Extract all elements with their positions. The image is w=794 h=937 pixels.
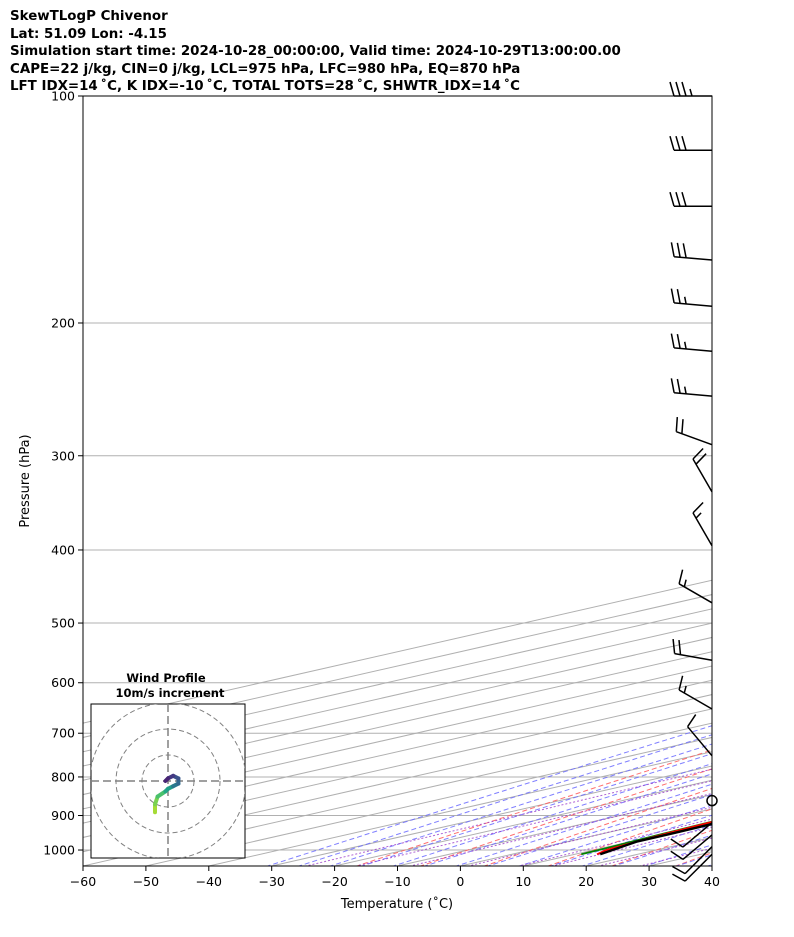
x-tick-label: 40: [704, 874, 720, 889]
x-axis-label: Temperature (˚C): [340, 896, 453, 912]
y-tick-label: 300: [51, 448, 75, 463]
wind-barbs: [669, 81, 718, 882]
y-tick-label: 100: [51, 89, 75, 104]
wind-barb: [692, 501, 713, 547]
moist-adiabat: [730, 79, 794, 869]
x-tick-label: −50: [133, 874, 159, 889]
profile-lines: [581, 820, 712, 856]
hodograph-inset: Wind Profile 10m/s increment: [90, 671, 246, 859]
hodograph-title: Wind Profile: [126, 671, 206, 685]
moist-adiabat: [297, 734, 712, 866]
x-tick-label: 20: [578, 874, 594, 889]
wind-barb: [670, 288, 713, 307]
x-tick-label: −60: [70, 874, 96, 889]
isotherm-line: [83, 694, 712, 838]
mixing-ratio-line: [408, 792, 712, 866]
wind-barb: [669, 81, 712, 97]
isotherm-line: [646, 851, 712, 866]
dry-adiabat: [731, 79, 794, 869]
dewpoint-line: [581, 820, 712, 856]
y-tick-label: 400: [51, 542, 75, 557]
x-tick-label: 0: [456, 874, 464, 889]
wind-barb: [670, 834, 713, 861]
y-tick-label: 800: [51, 769, 75, 784]
wind-barb: [669, 135, 712, 151]
moist-adiabat: [517, 804, 712, 866]
x-tick-label: 10: [515, 874, 531, 889]
wind-barb: [670, 333, 713, 352]
dry-adiabat: [674, 852, 712, 866]
y-tick-label: 900: [51, 808, 75, 823]
isotherm-line: [83, 708, 712, 853]
isotherm-line: [83, 651, 712, 796]
axes: −60 −50 −40 −30 −20 −10 0 10 20 30 40 1000 900 800 700…: [43, 89, 720, 890]
wind-barb: [675, 417, 713, 446]
wind-barb: [669, 191, 712, 207]
moist-adiabat: [549, 814, 712, 866]
moist-adiabat: [454, 783, 712, 866]
x-tick-label: 30: [641, 874, 657, 889]
dry-adiabat: [546, 808, 712, 866]
moist-adiabat: [674, 854, 712, 866]
station-coordinates: Lat: 51.09 Lon: -4.15: [10, 26, 167, 42]
stability-indices: LFT IDX=14 ˚C, K IDX=-10 ˚C, TOTAL TOTS=…: [10, 79, 521, 94]
wind-barb: [670, 242, 713, 261]
isotherm-line: [83, 679, 712, 824]
isotherm-line: [458, 808, 712, 866]
temperature-line: [596, 821, 712, 856]
isotherm-line: [709, 865, 712, 866]
moist-adiabat: [706, 864, 712, 866]
isotherm-line: [83, 636, 712, 781]
wind-barb: [670, 378, 713, 397]
isotherm-line: [206, 751, 712, 866]
isotherm-line: [83, 665, 712, 810]
moist-adiabat: [360, 753, 712, 866]
wind-barb: [672, 639, 713, 661]
dry-adiabat: [355, 749, 712, 866]
isotherm-line: [332, 779, 712, 866]
wind-barb: [678, 569, 713, 604]
hodograph-subtitle: 10m/s increment: [116, 686, 225, 700]
y-tick-label: 500: [51, 616, 75, 631]
x-tick-label: −30: [259, 874, 285, 889]
x-tick-label: −10: [384, 874, 410, 889]
moist-adiabat: [328, 743, 712, 866]
simulation-times: Simulation start time: 2024-10-28_00:00:…: [10, 44, 621, 59]
x-tick-label: −40: [196, 874, 222, 889]
moist-adiabat: [423, 773, 712, 866]
wind-barb: [686, 714, 713, 757]
moist-adiabat: [266, 725, 712, 866]
hodograph-trace-segment: [163, 776, 170, 783]
chart-title-block: SkewTLogP Chivenor Lat: 51.09 Lon: -4.15…: [10, 8, 621, 96]
cape-indices: CAPE=22 j/kg, CIN=0 j/kg, LCL=975 hPa, L…: [10, 61, 521, 77]
mixing-ratio-line: [466, 806, 712, 866]
y-tick-label: 600: [51, 675, 75, 690]
mixing-ratio-line: [516, 818, 712, 866]
mixing-ratio-line: [354, 780, 712, 866]
mixing-ratio-line: [303, 768, 712, 866]
moist-adiabat: [486, 794, 712, 866]
wind-barb: [672, 853, 713, 882]
dry-adiabat: [419, 768, 712, 866]
x-tick-label: −20: [321, 874, 347, 889]
wind-barb: [678, 675, 713, 710]
dry-adiabat: [483, 787, 712, 866]
isotherm-line: [83, 722, 712, 866]
wind-barb: [670, 822, 713, 848]
wind-barb: [692, 447, 713, 493]
y-tick-label: 200: [51, 315, 75, 330]
y-axis-label: Pressure (hPa): [18, 434, 33, 527]
y-tick-label: 700: [51, 726, 75, 741]
hodograph-plot: [91, 704, 245, 858]
y-tick-label: 1000: [43, 843, 75, 858]
moist-adiabat: [643, 844, 712, 866]
wind-barb: [672, 846, 713, 875]
chart-title: SkewTLogP Chivenor: [10, 9, 168, 24]
